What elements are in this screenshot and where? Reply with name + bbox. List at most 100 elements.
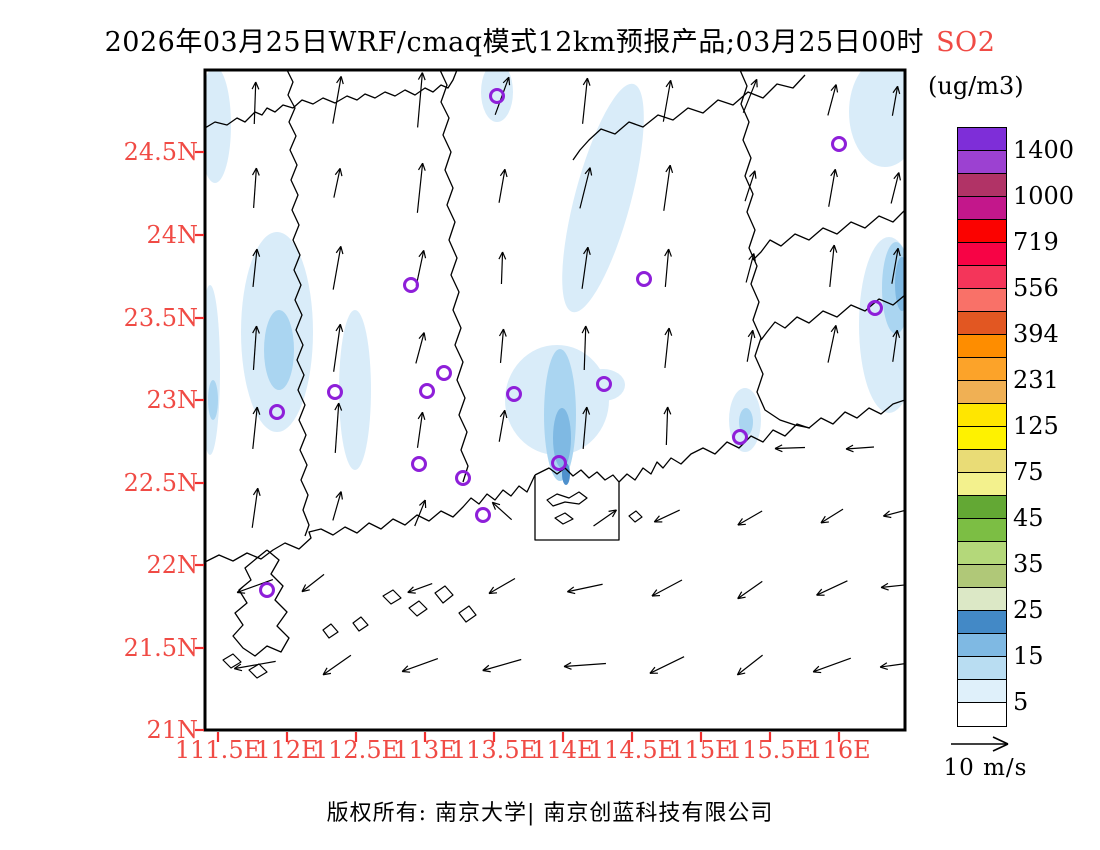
wind-arrow [581, 325, 590, 371]
wind-arrow [252, 406, 261, 449]
map-canvas [195, 68, 907, 742]
boundary-line [286, 70, 310, 537]
lon-label: 113E [393, 736, 457, 764]
station-marker [327, 384, 343, 400]
wind-arrow [301, 573, 325, 593]
wind-arrow [251, 81, 260, 125]
so2-shaded-region [895, 257, 905, 311]
colorbar-tick-label: 5 [1013, 688, 1029, 716]
wind-arrow [415, 250, 427, 286]
wind-arrow [252, 248, 261, 287]
lon-label: 115.5E [726, 736, 814, 764]
lat-label: 23N [146, 386, 198, 414]
boundary-line [760, 294, 905, 341]
wind-arrow [417, 72, 426, 128]
wind-arrow [774, 444, 806, 453]
colorbar-segment [958, 266, 1006, 289]
wind-arrow [582, 406, 591, 449]
colorbar-segment [958, 703, 1006, 726]
station-marker [269, 404, 285, 420]
map-border [203, 68, 907, 732]
wind-arrow [662, 79, 674, 122]
boundary-line [534, 467, 620, 541]
wind-arrow [664, 248, 672, 287]
lat-label: 23.5N [123, 304, 198, 332]
wind-arrow [845, 444, 875, 453]
island-outline [434, 585, 454, 604]
colorbar-tick-label: 75 [1013, 458, 1044, 486]
wind-arrow [742, 78, 758, 113]
lon-label: 112E [255, 736, 319, 764]
colorbar-segment [958, 611, 1006, 634]
wind-arrow [651, 579, 683, 597]
lat-label: 22.5N [123, 469, 198, 497]
colorbar-tick-label: 231 [1013, 366, 1059, 394]
chart-title-text: 2026年03月25日WRF/cmaq模式12km预报产品;03月25日00时 [104, 27, 925, 58]
wind-arrow [401, 657, 439, 673]
so2-shaded-region [205, 70, 231, 183]
wind-arrow [581, 246, 591, 289]
wind-arrow [736, 654, 763, 676]
colorbar-segment [958, 542, 1006, 565]
wind-arrow [334, 402, 343, 453]
wind-arrow [332, 245, 344, 290]
lon-label: 112.5E [312, 736, 400, 764]
colorbar-segment [958, 473, 1006, 496]
wind-arrow [333, 323, 344, 372]
wind-arrow [498, 328, 507, 363]
wind-arrow [663, 406, 672, 446]
wind-arrow [892, 329, 901, 362]
wind-arrow [322, 654, 352, 676]
colorbar-segment [958, 381, 1006, 404]
boundary-line [739, 70, 811, 429]
colorbar-segment [958, 358, 1006, 381]
lat-label: 22N [146, 551, 198, 579]
island-outline [554, 512, 574, 525]
wind-arrow [744, 170, 757, 202]
station-marker [551, 455, 567, 471]
station-marker [831, 136, 847, 152]
so2-shaded-region [553, 408, 571, 468]
colorbar-segment [958, 680, 1006, 703]
wind-scale-arrow [951, 736, 1009, 752]
island-outline [352, 616, 369, 632]
so2-shaded-region [581, 369, 625, 401]
wind-arrow [563, 662, 606, 670]
boundary-line [232, 549, 290, 657]
wind-arrow [664, 327, 673, 368]
colorbar-segment [958, 634, 1006, 657]
wind-arrow [236, 578, 274, 594]
wind-arrow [820, 508, 844, 524]
station-marker [419, 383, 435, 399]
wind-arrow [498, 168, 508, 203]
colorbar-segment [958, 657, 1006, 680]
wind-arrow [891, 85, 901, 116]
wind-arrow [491, 501, 513, 521]
so2-shaded-region [849, 70, 905, 167]
wind-arrow [579, 167, 593, 209]
wind-arrow [663, 164, 674, 211]
so2-shaded-region [264, 310, 294, 390]
wind-arrow [567, 583, 603, 595]
station-marker [636, 271, 652, 287]
colorbar-unit-label: (ug/m3) [928, 72, 1024, 100]
wind-arrow [332, 76, 344, 124]
wind-arrow [414, 499, 427, 527]
so2-shaded-region [739, 408, 753, 436]
wind-scale-label: 10 m/s [943, 755, 1028, 781]
colorbar-segment [958, 197, 1006, 220]
station-marker [436, 365, 452, 381]
boundary-line [205, 474, 536, 563]
copyright-text: 版权所有: 南京大学| 南京创蓝科技有限公司 [326, 801, 774, 826]
colorbar-segment [958, 335, 1006, 358]
colorbar-segment [958, 404, 1006, 427]
wind-arrow [488, 577, 516, 595]
wind-arrow [827, 325, 839, 363]
so2-shaded-region [208, 380, 218, 420]
wind-arrow [416, 162, 426, 213]
colorbar-tick-label: 25 [1013, 596, 1044, 624]
colorbar-tick-label: 15 [1013, 642, 1044, 670]
wind-arrow [415, 332, 427, 364]
wind-arrow [251, 487, 261, 528]
lon-label: 113.5E [450, 736, 538, 764]
